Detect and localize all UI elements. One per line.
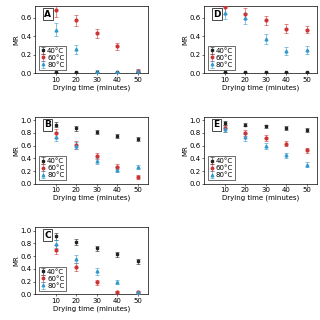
Text: E: E bbox=[213, 120, 219, 129]
Y-axis label: MR: MR bbox=[13, 35, 19, 45]
Legend: 40°C, 60°C, 80°C: 40°C, 60°C, 80°C bbox=[39, 267, 66, 291]
Y-axis label: MR: MR bbox=[13, 256, 19, 266]
X-axis label: Drying time (minutes): Drying time (minutes) bbox=[222, 84, 299, 91]
Y-axis label: MR: MR bbox=[13, 145, 19, 156]
Text: D: D bbox=[213, 10, 221, 19]
Text: B: B bbox=[44, 120, 51, 129]
X-axis label: Drying time (minutes): Drying time (minutes) bbox=[53, 84, 130, 91]
Legend: 40°C, 60°C, 80°C: 40°C, 60°C, 80°C bbox=[208, 156, 235, 180]
Legend: 40°C, 60°C, 80°C: 40°C, 60°C, 80°C bbox=[39, 156, 66, 180]
Legend: 40°C, 60°C, 80°C: 40°C, 60°C, 80°C bbox=[39, 46, 66, 70]
X-axis label: Drying time (minutes): Drying time (minutes) bbox=[222, 195, 299, 201]
X-axis label: Drying time (minutes): Drying time (minutes) bbox=[53, 195, 130, 201]
Y-axis label: MR: MR bbox=[182, 35, 188, 45]
Legend: 40°C, 60°C, 80°C: 40°C, 60°C, 80°C bbox=[208, 46, 235, 70]
X-axis label: Drying time (minutes): Drying time (minutes) bbox=[53, 305, 130, 312]
Y-axis label: MR: MR bbox=[182, 145, 188, 156]
Text: C: C bbox=[44, 231, 51, 240]
Text: A: A bbox=[44, 10, 51, 19]
